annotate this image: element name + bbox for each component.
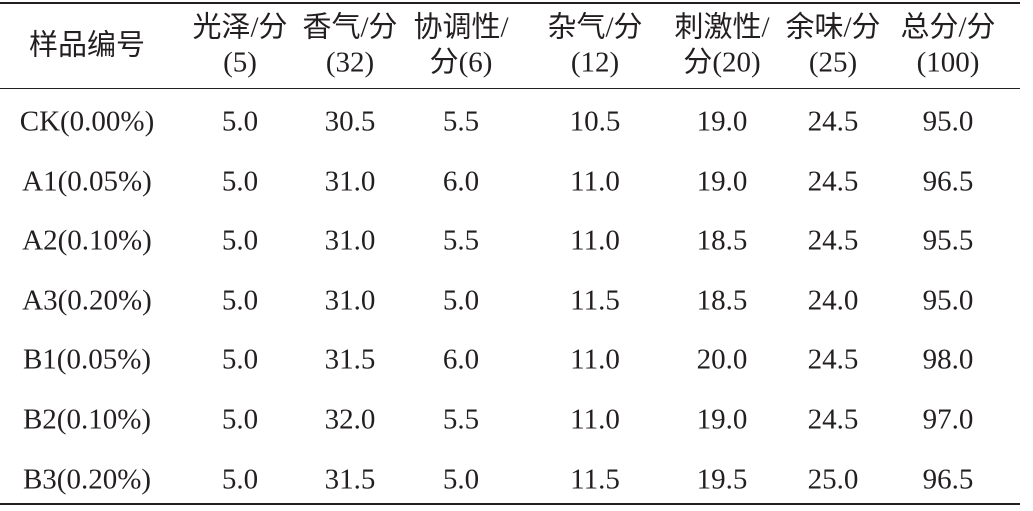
row-label: A3(0.20%) bbox=[22, 284, 152, 317]
header-cell: 分(6) bbox=[429, 46, 493, 79]
header-cell: 光泽/分 bbox=[192, 11, 288, 44]
header-cell: (12) bbox=[570, 46, 620, 79]
cell-value: 24.5 bbox=[807, 343, 859, 376]
cell-value: 31.5 bbox=[324, 343, 376, 376]
cell-value: 31.0 bbox=[324, 165, 376, 198]
top-rule bbox=[0, 2, 1020, 4]
row-label: B1(0.05%) bbox=[22, 343, 152, 376]
cell-value: 96.5 bbox=[922, 463, 974, 496]
cell-value: 11.0 bbox=[570, 165, 620, 198]
cell-value: 5.0 bbox=[221, 105, 259, 138]
header-cell: 刺激性/ bbox=[674, 11, 770, 44]
header-cell: 香气/分 bbox=[302, 11, 398, 44]
cell-value: 30.5 bbox=[324, 105, 376, 138]
cell-value: 11.5 bbox=[570, 463, 620, 496]
row-label: A1(0.05%) bbox=[22, 165, 152, 198]
cell-value: 19.0 bbox=[696, 165, 748, 198]
cell-value: 5.0 bbox=[221, 463, 259, 496]
cell-value: 5.5 bbox=[442, 224, 480, 257]
cell-value: 5.0 bbox=[221, 284, 259, 317]
header-cell: 总分/分 bbox=[900, 11, 996, 44]
cell-value: 11.0 bbox=[570, 343, 620, 376]
cell-value: 96.5 bbox=[922, 165, 974, 198]
cell-value: 11.5 bbox=[570, 284, 620, 317]
header-cell: 样品编号 bbox=[28, 29, 146, 62]
header-cell: 协调性/ bbox=[413, 11, 509, 44]
header-cell: (25) bbox=[808, 46, 858, 79]
cell-value: 6.0 bbox=[442, 343, 480, 376]
header-cell: (32) bbox=[325, 46, 375, 79]
cell-value: 95.5 bbox=[922, 224, 974, 257]
cell-value: 18.5 bbox=[696, 284, 748, 317]
cell-value: 11.0 bbox=[570, 403, 620, 436]
cell-value: 5.0 bbox=[442, 463, 480, 496]
header-cell: 杂气/分 bbox=[547, 11, 643, 44]
cell-value: 20.0 bbox=[696, 343, 748, 376]
cell-value: 24.5 bbox=[807, 105, 859, 138]
cell-value: 5.5 bbox=[442, 105, 480, 138]
cell-value: 95.0 bbox=[922, 105, 974, 138]
cell-value: 24.5 bbox=[807, 165, 859, 198]
cell-value: 18.5 bbox=[696, 224, 748, 257]
cell-value: 31.0 bbox=[324, 284, 376, 317]
cell-value: 5.0 bbox=[221, 343, 259, 376]
cell-value: 98.0 bbox=[922, 343, 974, 376]
cell-value: 5.0 bbox=[221, 224, 259, 257]
cell-value: 31.0 bbox=[324, 224, 376, 257]
header-cell: 分(20) bbox=[683, 46, 761, 79]
header-cell: (100) bbox=[916, 46, 980, 79]
cell-value: 19.0 bbox=[696, 105, 748, 138]
cell-value: 24.0 bbox=[807, 284, 859, 317]
header-rule bbox=[0, 88, 1020, 89]
cell-value: 97.0 bbox=[922, 403, 974, 436]
cell-value: 32.0 bbox=[324, 403, 376, 436]
bottom-rule bbox=[0, 503, 1020, 505]
cell-value: 19.5 bbox=[696, 463, 748, 496]
row-label: B3(0.20%) bbox=[22, 463, 152, 496]
cell-value: 24.5 bbox=[807, 224, 859, 257]
cell-value: 95.0 bbox=[922, 284, 974, 317]
header-cell: (5) bbox=[223, 46, 257, 79]
cell-value: 10.5 bbox=[569, 105, 621, 138]
cell-value: 6.0 bbox=[442, 165, 480, 198]
header-cell: 余味/分 bbox=[785, 11, 881, 44]
row-label: B2(0.10%) bbox=[22, 403, 152, 436]
cell-value: 5.0 bbox=[221, 403, 259, 436]
cell-value: 5.0 bbox=[442, 284, 480, 317]
cell-value: 25.0 bbox=[807, 463, 859, 496]
cell-value: 11.0 bbox=[570, 224, 620, 257]
cell-value: 31.5 bbox=[324, 463, 376, 496]
cell-value: 24.5 bbox=[807, 403, 859, 436]
row-label: A2(0.10%) bbox=[22, 224, 152, 257]
cell-value: 5.0 bbox=[221, 165, 259, 198]
row-label: CK(0.00%) bbox=[19, 105, 155, 138]
cell-value: 5.5 bbox=[442, 403, 480, 436]
cell-value: 19.0 bbox=[696, 403, 748, 436]
